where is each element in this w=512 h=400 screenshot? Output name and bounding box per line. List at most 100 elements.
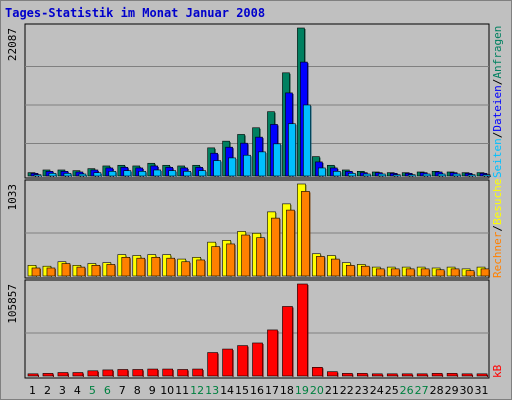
top-bar-seiten-11-shadow bbox=[190, 172, 192, 177]
middle-bar-rechner-17 bbox=[271, 217, 280, 277]
middle-bar-rechner-12-shadow bbox=[204, 260, 206, 277]
top-bar-seiten-8-shadow bbox=[145, 172, 147, 177]
middle-bar-rechner-8-shadow bbox=[144, 259, 146, 277]
top-bar-seiten-24-shadow bbox=[385, 174, 387, 177]
top-bar-seiten-12-shadow bbox=[205, 171, 207, 177]
bottom-bar-kb-23 bbox=[356, 373, 368, 377]
top-bar-seiten-10 bbox=[168, 170, 177, 177]
middle-bar-rechner-18-shadow bbox=[294, 211, 296, 277]
bottom-legend-kb: kB bbox=[491, 364, 504, 378]
x-tick-label-6: 6 bbox=[104, 384, 111, 397]
middle-bar-rechner-4 bbox=[76, 266, 86, 277]
x-tick-label-18: 18 bbox=[280, 384, 294, 397]
middle-bar-rechner-10 bbox=[166, 257, 176, 277]
middle-bar-rechner-18 bbox=[286, 209, 295, 277]
bottom-bar-kb-13 bbox=[207, 352, 218, 377]
x-tick-label-16: 16 bbox=[250, 384, 264, 397]
top-bar-seiten-27-shadow bbox=[430, 174, 432, 177]
middle-bar-rechner-2 bbox=[46, 267, 56, 277]
bottom-bar-kb-28 bbox=[431, 373, 443, 377]
bottom-bar-kb-1 bbox=[27, 373, 39, 377]
x-tick-label-7: 7 bbox=[119, 384, 126, 397]
top-bar-seiten-9-shadow bbox=[160, 170, 162, 177]
bottom-bar-kb-25-shadow bbox=[397, 374, 399, 377]
top-bar-seiten-26-shadow bbox=[415, 175, 417, 177]
bottom-bar-kb-15 bbox=[237, 345, 248, 377]
x-tick-label-31: 31 bbox=[475, 384, 489, 397]
top-bar-seiten-20 bbox=[318, 167, 326, 177]
bottom-max-label: 105857 bbox=[6, 284, 19, 324]
middle-bar-rechner-1 bbox=[31, 267, 41, 277]
x-tick-label-30: 30 bbox=[460, 384, 474, 397]
bottom-bar-kb-22 bbox=[342, 373, 353, 377]
top-bar-seiten-20-shadow bbox=[325, 168, 327, 177]
top-bar-seiten-16 bbox=[258, 151, 266, 177]
bottom-legend: kB bbox=[491, 364, 504, 378]
middle-bar-rechner-9 bbox=[151, 256, 161, 277]
middle-bar-rechner-27 bbox=[420, 268, 430, 277]
bottom-bar-kb-25 bbox=[386, 373, 398, 377]
bottom-bar-kb-7-shadow bbox=[127, 370, 129, 377]
top-bar-seiten-13 bbox=[213, 160, 221, 177]
middle-bar-rechner-19 bbox=[301, 191, 310, 277]
bottom-bar-kb-15-shadow bbox=[247, 346, 249, 377]
middle-bar-rechner-24 bbox=[375, 268, 385, 277]
bottom-bar-kb-31 bbox=[476, 373, 488, 377]
top-bar-seiten-31-shadow bbox=[490, 175, 492, 177]
bottom-bar-kb-26 bbox=[401, 373, 413, 377]
bottom-bar-kb-16 bbox=[252, 342, 263, 377]
bottom-bar-kb-10 bbox=[162, 368, 174, 377]
top-bar-seiten-15 bbox=[243, 154, 251, 177]
x-tick-label-22: 22 bbox=[340, 384, 354, 397]
chart-title: Tages-Statistik im Monat Januar 2008 bbox=[5, 6, 266, 20]
top-bar-seiten-2 bbox=[48, 173, 57, 177]
middle-bar-rechner-15-shadow bbox=[249, 236, 251, 277]
x-tick-label-13: 13 bbox=[205, 384, 219, 397]
bottom-bar-kb-1-shadow bbox=[38, 374, 39, 377]
middle-bar-rechner-20 bbox=[316, 256, 325, 277]
middle-bar-rechner-21 bbox=[331, 258, 340, 277]
bottom-bar-kb-14-shadow bbox=[232, 350, 234, 377]
bottom-bar-kb-3 bbox=[57, 372, 69, 377]
bottom-bar-kb-4-shadow bbox=[82, 373, 84, 377]
top-bar-seiten-21 bbox=[333, 171, 341, 177]
middle-bar-rechner-21-shadow bbox=[339, 260, 341, 277]
bottom-bar-kb-17 bbox=[267, 329, 278, 377]
top-bar-seiten-18-shadow bbox=[295, 124, 297, 177]
top-bar-seiten-28 bbox=[437, 173, 446, 177]
bottom-bar-kb-31-shadow bbox=[487, 374, 489, 377]
top-bar-seiten-28-shadow bbox=[445, 174, 447, 177]
top-bar-seiten-17-shadow bbox=[280, 144, 282, 177]
bottom-bar-kb-11 bbox=[177, 369, 188, 377]
top-bar-seiten-30-shadow bbox=[475, 175, 477, 177]
middle-bar-rechner-3-shadow bbox=[69, 264, 71, 277]
top-bar-seiten-23 bbox=[362, 173, 371, 177]
x-tick-label-21: 21 bbox=[325, 384, 339, 397]
bottom-bar-kb-2 bbox=[42, 373, 54, 377]
bottom-bar-kb-22-shadow bbox=[352, 374, 354, 377]
middle-bar-rechner-11 bbox=[181, 261, 190, 277]
middle-bar-rechner-17-shadow bbox=[279, 219, 281, 277]
x-tick-label-24: 24 bbox=[370, 384, 384, 397]
bottom-bar-kb-7 bbox=[117, 369, 129, 377]
top-bar-seiten-6-shadow bbox=[115, 172, 117, 177]
x-tick-label-9: 9 bbox=[149, 384, 156, 397]
top-bar-seiten-25-shadow bbox=[400, 175, 402, 177]
top-bar-seiten-7 bbox=[123, 170, 132, 177]
middle-legend-rechner: Rechner bbox=[491, 231, 504, 278]
x-tick-label-2: 2 bbox=[44, 384, 51, 397]
middle-bar-rechner-1-shadow bbox=[40, 268, 41, 277]
top-legend-separator: / bbox=[491, 132, 504, 139]
middle-bar-rechner-15 bbox=[241, 234, 250, 277]
bottom-bar-kb-12 bbox=[192, 368, 203, 377]
bottom-bar-kb-14 bbox=[222, 348, 233, 377]
middle-legend: Rechner/Besuche bbox=[491, 179, 504, 278]
top-bar-seiten-14 bbox=[228, 157, 236, 177]
bottom-bar-kb-3-shadow bbox=[67, 373, 69, 377]
bottom-bar-kb-4 bbox=[72, 372, 84, 377]
middle-bar-rechner-28 bbox=[435, 269, 445, 277]
middle-bar-rechner-10-shadow bbox=[174, 259, 176, 277]
middle-bar-rechner-14-shadow bbox=[234, 244, 236, 277]
top-bar-seiten-4-shadow bbox=[85, 174, 87, 177]
middle-bar-rechner-25 bbox=[390, 268, 400, 277]
